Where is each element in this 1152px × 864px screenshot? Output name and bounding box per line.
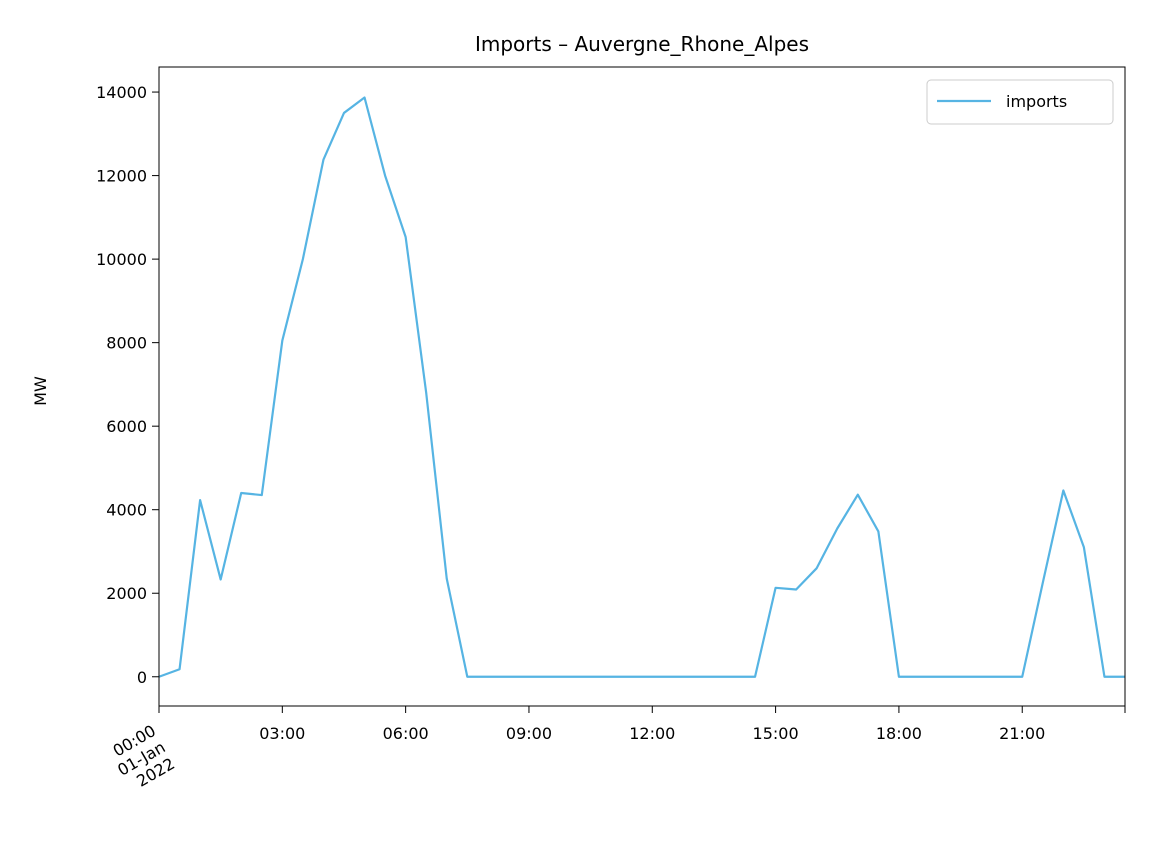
y-tick-label: 0: [137, 668, 147, 687]
series-layer: [158, 96, 1125, 678]
x-tick-label: 15:00: [753, 724, 799, 743]
legend-box: [926, 79, 1114, 125]
y-tick-label: 12000: [96, 167, 147, 186]
axes-frame: [158, 66, 1126, 707]
y-axis-ticks: 0 2000 4000 6000 8000 10000 12000 14000: [96, 83, 159, 687]
chart-title: Imports – Auvergne_Rhone_Alpes: [475, 32, 809, 56]
y-tick-label: 8000: [106, 334, 147, 353]
y-tick-label: 10000: [96, 250, 147, 269]
x-start-label: 00:0001-Jan2022: [105, 721, 178, 796]
y-tick-label: 2000: [106, 584, 147, 603]
x-tick-label: 06:00: [383, 724, 429, 743]
x-tick-label: 12:00: [629, 724, 675, 743]
x-tick-label: 18:00: [876, 724, 922, 743]
x-tick-label: 21:00: [999, 724, 1045, 743]
y-axis-label: MW: [31, 376, 50, 406]
plot-area: 0 2000 4000 6000 8000 10000 12000 14000 03:00 06…: [96, 66, 1126, 796]
x-axis-ticks: 03:00 06:00 09:00 12:00 15:00 18:00 21:00 00:00…: [105, 706, 1126, 796]
x-tick-label: 03:00: [259, 724, 305, 743]
legend-label-imports: imports: [1006, 92, 1067, 111]
y-tick-label: 4000: [106, 501, 147, 520]
series-line-imports: [158, 96, 1125, 678]
y-tick-label: 6000: [106, 417, 147, 436]
legend: imports: [926, 79, 1114, 125]
x-tick-label: 09:00: [506, 724, 552, 743]
y-tick-label: 14000: [96, 83, 147, 102]
